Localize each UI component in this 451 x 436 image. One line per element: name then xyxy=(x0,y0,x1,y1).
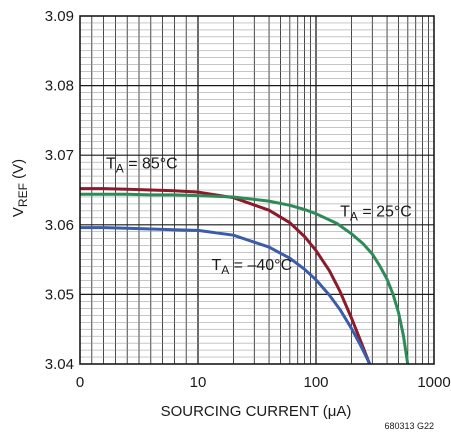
x-axis-title: SOURCING CURRENT (μA) xyxy=(161,403,352,420)
y-axis-title-main: V xyxy=(10,207,27,217)
annotation-rest: = 85°C xyxy=(124,155,178,172)
series-annotation-1: TA = 25°C xyxy=(340,203,412,223)
y-tick-labels: 3.04 3.05 3.06 3.07 3.08 3.09 xyxy=(45,8,74,373)
y-axis-title-sub: REF xyxy=(16,183,30,207)
x-tick-label: 100 xyxy=(303,374,328,391)
annotation-rest: = 25°C xyxy=(358,203,412,220)
y-axis-title: VREF (V) xyxy=(10,159,30,217)
y-tick-label: 3.08 xyxy=(45,78,74,95)
annotation-main: T xyxy=(211,257,221,274)
series-annotation-2: TA = –40°C xyxy=(211,257,292,277)
grid xyxy=(80,16,434,364)
x-tick-label: 10 xyxy=(190,374,207,391)
annotation-rest: = –40°C xyxy=(229,257,292,274)
y-axis-title-unit: (V) xyxy=(10,159,27,183)
y-tick-label: 3.09 xyxy=(45,8,74,25)
figure-id: 680313 G22 xyxy=(384,421,434,431)
y-tick-label: 3.06 xyxy=(45,217,74,234)
x-tick-label: 0 xyxy=(76,374,84,391)
annotation-sub: A xyxy=(116,161,124,175)
annotation-sub: A xyxy=(350,209,358,223)
annotation-main: T xyxy=(106,155,116,172)
series-annotation-0: TA = 85°C xyxy=(106,155,178,175)
x-tick-labels: 0 10 100 1000 xyxy=(76,374,451,391)
plot-frame xyxy=(79,15,435,365)
series-line-1 xyxy=(80,192,410,364)
series-line-2 xyxy=(80,226,372,364)
annotation-sub: A xyxy=(221,263,229,277)
y-tick-label: 3.05 xyxy=(45,286,74,303)
y-tick-label: 3.07 xyxy=(45,147,74,164)
series-lines xyxy=(80,187,410,364)
series-line-0 xyxy=(80,187,372,364)
annotation-main: T xyxy=(340,203,350,220)
y-tick-label: 3.04 xyxy=(45,356,74,373)
series-annotations: TA = 85°CTA = 25°CTA = –40°C xyxy=(106,155,412,277)
x-tick-label: 1000 xyxy=(417,374,450,391)
